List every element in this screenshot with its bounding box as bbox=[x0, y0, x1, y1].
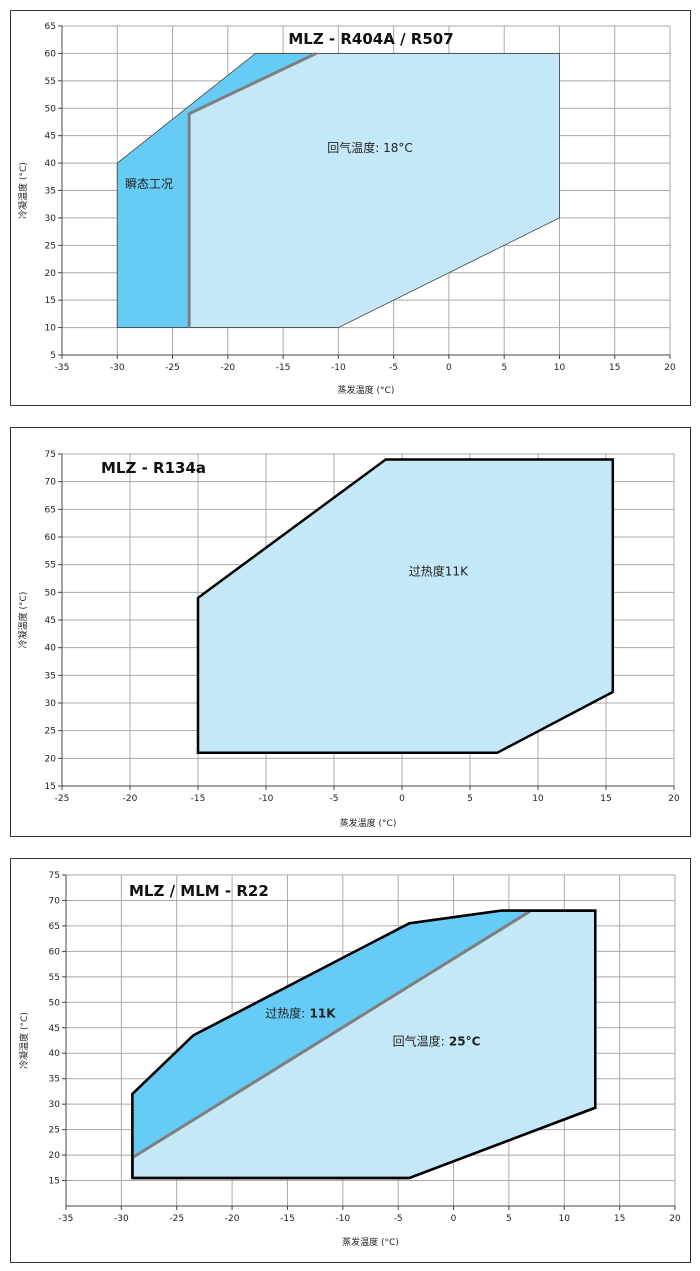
x-tick-label: 15 bbox=[600, 794, 611, 804]
y-tick-label: 30 bbox=[45, 699, 57, 709]
y-tick-label: 10 bbox=[45, 324, 57, 334]
chart-r134a: -25 -20 -15 -10 -5 0 5 10 15 20 15 20 25 30 35 40 45 50 55… bbox=[17, 450, 680, 829]
y-axis-label: 冷凝温度 (°C) bbox=[18, 1012, 30, 1069]
x-tick-label: -15 bbox=[191, 794, 206, 804]
x-tick-label: -20 bbox=[123, 794, 138, 804]
y-tick-label: 60 bbox=[45, 49, 57, 59]
x-tick-label: 15 bbox=[609, 363, 620, 373]
envelope-region-0 bbox=[196, 458, 615, 755]
x-axis-label: 蒸发温度 (°C) bbox=[342, 1236, 399, 1248]
chart-panel-r134a: -25 -20 -15 -10 -5 0 5 10 15 20 15 20 25 30 35 40 45 50 55… bbox=[10, 427, 691, 837]
y-tick-label: 45 bbox=[45, 616, 56, 626]
x-tick-label: -10 bbox=[259, 794, 274, 804]
y-tick-label: 25 bbox=[45, 241, 56, 251]
x-axis-label: 蒸发温度 (°C) bbox=[340, 817, 397, 829]
y-tick-label: 50 bbox=[45, 588, 57, 598]
x-tick-label: -25 bbox=[55, 794, 70, 804]
x-tick-label: 10 bbox=[559, 1214, 571, 1224]
x-tick-label: -10 bbox=[335, 1214, 350, 1224]
chart-annotation: 回气温度: 25°C bbox=[393, 1034, 481, 1049]
y-tick-label: 20 bbox=[49, 1151, 61, 1161]
y-tick-label: 55 bbox=[49, 973, 60, 983]
x-tick-label: -35 bbox=[55, 363, 70, 373]
y-axis-label: 冷凝温度 (°C) bbox=[17, 162, 29, 219]
y-tick-label: 15 bbox=[45, 296, 56, 306]
y-tick-label: 60 bbox=[45, 533, 57, 543]
chart-annotation: 过热度: 11K bbox=[265, 1006, 336, 1021]
envelope-line-1 bbox=[131, 909, 597, 1180]
x-tick-label: 10 bbox=[532, 794, 544, 804]
chart-annotation: 过热度11K bbox=[409, 564, 469, 579]
x-tick-label: -10 bbox=[331, 363, 346, 373]
y-tick-label: 35 bbox=[45, 187, 56, 197]
y-tick-label: 70 bbox=[49, 896, 61, 906]
y-tick-label: 65 bbox=[45, 22, 56, 32]
y-tick-label: 25 bbox=[49, 1126, 60, 1136]
x-tick-label: 5 bbox=[501, 363, 507, 373]
y-tick-label: 50 bbox=[45, 104, 57, 114]
chart-r404a: -35 -30 -25 -20 -15 -10 -5 0 5 10 15 20 5 10 15 20 25 30 3… bbox=[17, 22, 676, 396]
y-tick-label: 30 bbox=[49, 1100, 61, 1110]
y-tick-label: 15 bbox=[45, 782, 56, 792]
x-tick-label: -15 bbox=[276, 363, 291, 373]
x-axis-label: 蒸发温度 (°C) bbox=[338, 384, 395, 396]
y-tick-label: 75 bbox=[49, 871, 60, 881]
x-tick-label: -15 bbox=[280, 1214, 295, 1224]
y-tick-label: 20 bbox=[45, 754, 57, 764]
x-tick-label: 20 bbox=[664, 363, 676, 373]
chart-annotation: 回气温度: 18°C bbox=[327, 140, 413, 155]
y-tick-label: 45 bbox=[45, 132, 56, 142]
y-tick-label: 40 bbox=[45, 644, 57, 654]
x-tick-label: 15 bbox=[614, 1214, 625, 1224]
chart-r22: -35 -30 -25 -20 -15 -10 -5 0 5 10 15 20 15 20 25 30 35 40… bbox=[18, 871, 681, 1248]
y-tick-label: 15 bbox=[49, 1177, 60, 1187]
envelope-line-0 bbox=[131, 909, 532, 1159]
x-tick-label: 5 bbox=[506, 1214, 512, 1224]
x-tick-label: -25 bbox=[169, 1214, 184, 1224]
chart-panel-r404a: -35 -30 -25 -20 -15 -10 -5 0 5 10 15 20 5 10 15 20 25 30 3… bbox=[10, 10, 691, 406]
chart-title: MLZ - R404A / R507 bbox=[288, 30, 453, 48]
chart-annotation: 瞬态工况 bbox=[125, 177, 173, 191]
x-tick-label: 5 bbox=[467, 794, 473, 804]
x-tick-label: -30 bbox=[110, 363, 125, 373]
y-tick-label: 60 bbox=[49, 947, 61, 957]
x-tick-label: -5 bbox=[330, 794, 339, 804]
y-tick-label: 35 bbox=[45, 671, 56, 681]
y-tick-label: 35 bbox=[49, 1075, 60, 1085]
x-tick-label: 0 bbox=[399, 794, 405, 804]
y-tick-label: 70 bbox=[45, 478, 57, 488]
x-tick-label: 0 bbox=[451, 1214, 457, 1224]
y-axis-label: 冷凝温度 (°C) bbox=[17, 592, 29, 649]
x-tick-label: 0 bbox=[446, 363, 452, 373]
y-tick-label: 55 bbox=[45, 561, 56, 571]
x-tick-label: -35 bbox=[59, 1214, 74, 1224]
y-tick-label: 75 bbox=[45, 450, 56, 460]
y-tick-label: 20 bbox=[45, 269, 57, 279]
x-tick-label: -25 bbox=[165, 363, 180, 373]
y-tick-label: 25 bbox=[45, 727, 56, 737]
y-tick-label: 5 bbox=[50, 351, 56, 361]
x-tick-label: 20 bbox=[669, 1214, 681, 1224]
y-tick-label: 50 bbox=[49, 998, 61, 1008]
y-tick-label: 65 bbox=[45, 505, 56, 515]
y-tick-label: 45 bbox=[49, 1024, 60, 1034]
chart-title: MLZ - R134a bbox=[101, 459, 206, 477]
envelope-line-0 bbox=[187, 52, 317, 328]
x-tick-label: 20 bbox=[668, 794, 680, 804]
y-tick-label: 40 bbox=[45, 159, 57, 169]
x-tick-label: 10 bbox=[554, 363, 566, 373]
chart-title: MLZ / MLM - R22 bbox=[129, 882, 269, 900]
x-tick-label: -20 bbox=[220, 363, 235, 373]
x-tick-label: -5 bbox=[394, 1214, 403, 1224]
y-tick-label: 40 bbox=[49, 1049, 61, 1059]
x-tick-label: -20 bbox=[225, 1214, 240, 1224]
y-tick-label: 55 bbox=[45, 77, 56, 87]
chart-panel-r22: -35 -30 -25 -20 -15 -10 -5 0 5 10 15 20 15 20 25 30 35 40… bbox=[10, 858, 691, 1263]
y-tick-label: 65 bbox=[49, 922, 60, 932]
x-tick-label: -5 bbox=[389, 363, 398, 373]
x-tick-label: -30 bbox=[114, 1214, 129, 1224]
y-tick-label: 30 bbox=[45, 214, 57, 224]
